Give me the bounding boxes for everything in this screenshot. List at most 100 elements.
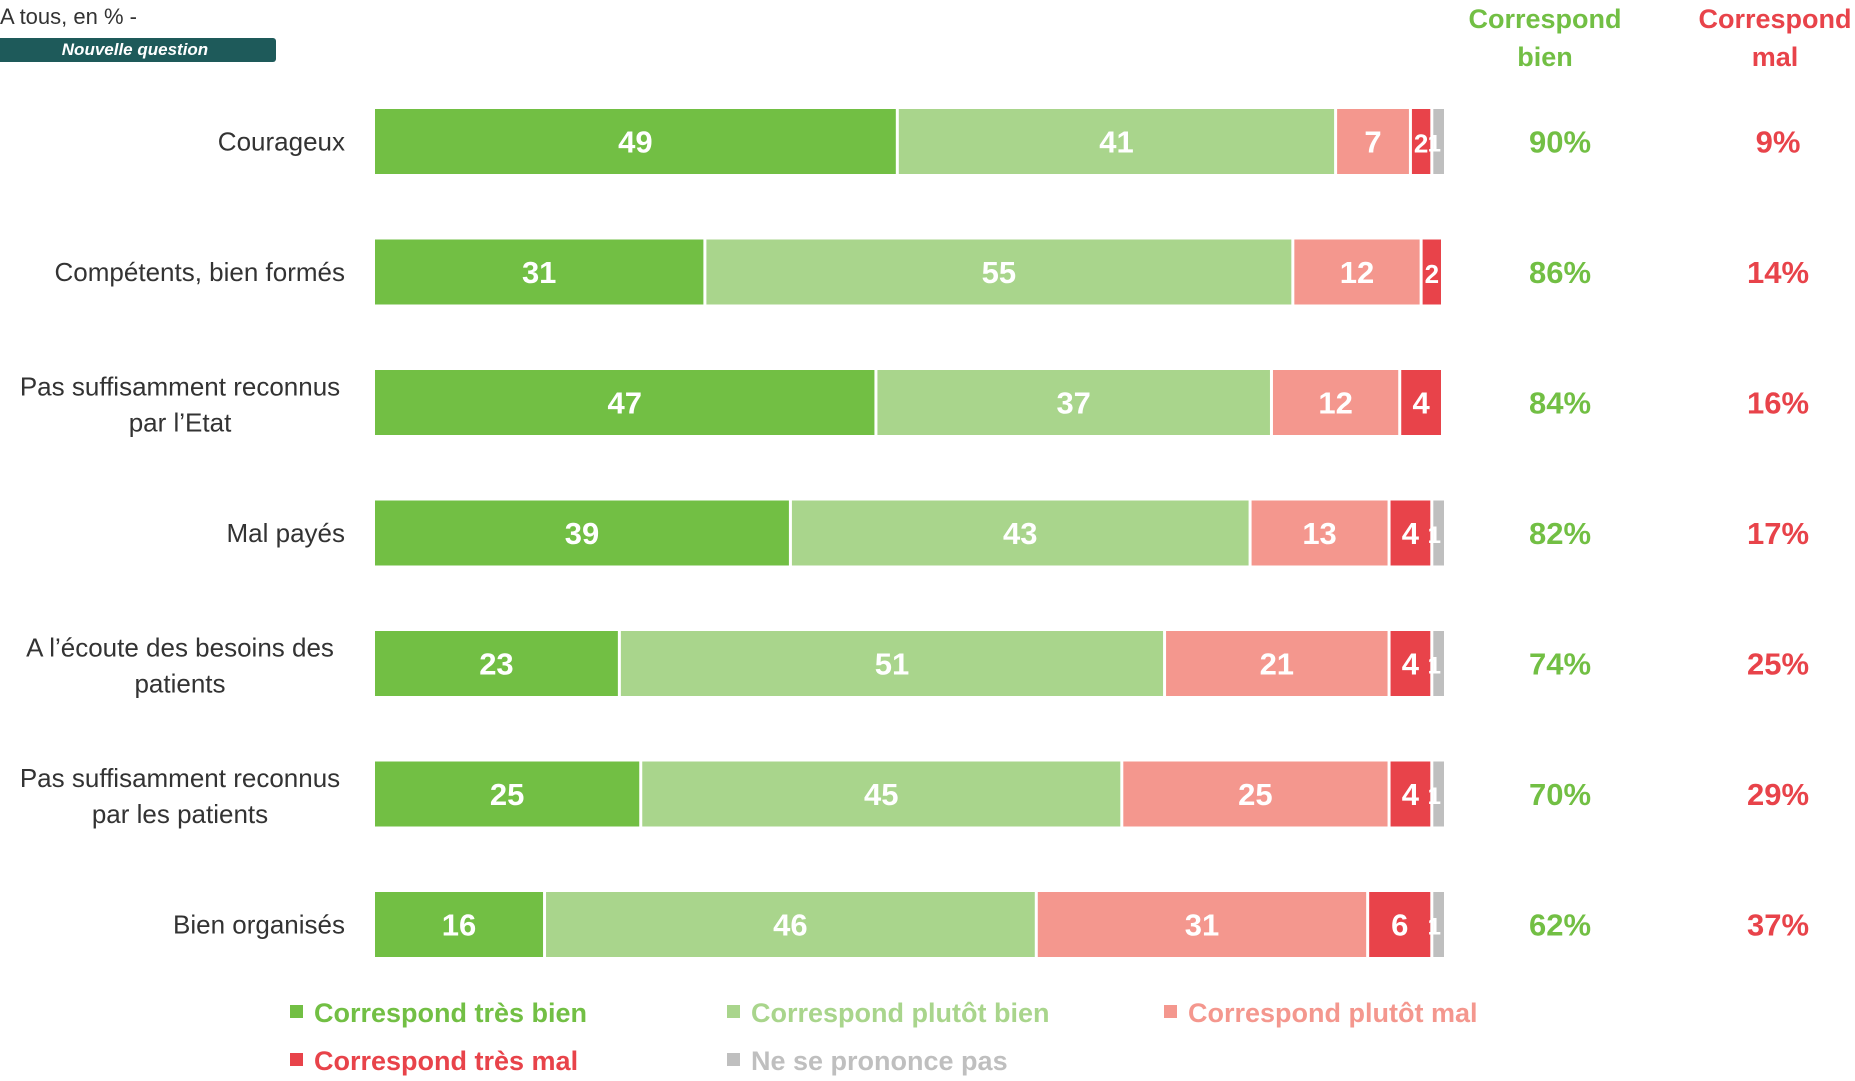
- bar-segment: [1433, 761, 1444, 827]
- bar-value-label: 1: [1428, 914, 1441, 941]
- summary-header-bien: Correspond bien: [1468, 4, 1622, 72]
- bar-segment: [1433, 109, 1444, 174]
- legend-label: Correspond très mal: [314, 1046, 578, 1076]
- category-label: Compétents, bien formés: [55, 257, 345, 287]
- bar-value-label: 4: [1402, 777, 1420, 812]
- bar-segment: [1369, 892, 1431, 957]
- legend-label: Correspond plutôt bien: [751, 998, 1049, 1028]
- bar-segment: [1433, 892, 1444, 957]
- bar-value-label: 46: [773, 908, 807, 943]
- bar-value-label: 2: [1414, 129, 1428, 159]
- bar-value-label: 25: [490, 777, 524, 812]
- bar-value-label: 1: [1428, 522, 1441, 549]
- bar-value-label: 31: [522, 255, 556, 290]
- bar-segment: [1123, 761, 1388, 827]
- bar-segment: [1390, 500, 1431, 566]
- bar-segment: [877, 370, 1270, 435]
- bar-value-label: 1: [1428, 653, 1441, 680]
- bar-value-label: 12: [1340, 255, 1374, 290]
- bar-value-label: 1: [1428, 783, 1441, 810]
- summary-bien-value: 74%: [1529, 647, 1591, 682]
- summary-bien-value: 90%: [1529, 125, 1591, 160]
- question-note: A tous, en % -: [0, 4, 137, 29]
- summary-mal-value: 29%: [1747, 777, 1809, 812]
- bar-segment: [706, 239, 1292, 305]
- bar-segment: [375, 370, 875, 435]
- summary-mal-value: 37%: [1747, 908, 1809, 943]
- bar-value-label: 4: [1402, 647, 1420, 682]
- bar-value-label: 4: [1412, 386, 1430, 421]
- bar-segment: [375, 239, 704, 305]
- bar-value-label: 4: [1402, 516, 1420, 551]
- bar-segment: [791, 500, 1249, 566]
- legend-swatch: [727, 1053, 740, 1066]
- bar-segment: [375, 631, 618, 696]
- summary-mal-value: 14%: [1747, 255, 1809, 290]
- bar-value-label: 16: [442, 908, 476, 943]
- category-label: Bien organisés: [173, 910, 345, 940]
- bar-value-label: 13: [1302, 516, 1336, 551]
- bar-value-label: 49: [618, 125, 652, 160]
- bar-value-label: 2: [1425, 259, 1439, 289]
- category-label: Mal payés: [227, 518, 346, 548]
- summary-bien-value: 86%: [1529, 255, 1591, 290]
- bar-segment: [1251, 500, 1388, 566]
- category-label: Courageux: [218, 127, 345, 157]
- summary-mal-value: 25%: [1747, 647, 1809, 682]
- bar-segment: [375, 500, 789, 566]
- bar-value-label: 25: [1238, 777, 1272, 812]
- bar-value-label: 39: [565, 516, 599, 551]
- bar-segment: [375, 109, 896, 174]
- legend-swatch: [290, 1005, 303, 1018]
- category-label: A l’écoute des besoins des patients: [26, 633, 334, 699]
- summary-mal-value: 17%: [1747, 516, 1809, 551]
- bar-segment: [1433, 500, 1444, 566]
- bar-segment: [1401, 370, 1441, 435]
- bar-segment: [375, 892, 544, 957]
- category-label: Pas suffisamment reconnus par l’Etat: [20, 372, 340, 438]
- bar-segment: [1272, 370, 1399, 435]
- bar-segment: [642, 761, 1121, 827]
- bar-value-label: 6: [1391, 908, 1408, 943]
- bar-segment: [898, 109, 1335, 174]
- bar-segment: [620, 631, 1164, 696]
- bar-segment: [1422, 239, 1441, 305]
- bar-value-label: 21: [1260, 647, 1294, 682]
- bar-value-label: 31: [1185, 908, 1219, 943]
- legend-swatch: [1164, 1005, 1177, 1018]
- bar-segment: [1166, 631, 1388, 696]
- bar-segment: [1433, 631, 1444, 696]
- bar-value-label: 23: [479, 647, 513, 682]
- bar-value-label: 41: [1099, 125, 1133, 160]
- new-question-badge: Nouvelle question: [0, 38, 276, 62]
- bar-segment: [1411, 109, 1431, 174]
- bar-value-label: 7: [1364, 125, 1381, 160]
- legend-label: Correspond très bien: [314, 998, 587, 1028]
- bar-value-label: 47: [607, 386, 641, 421]
- summary-mal-value: 16%: [1747, 386, 1809, 421]
- summary-bien-value: 62%: [1529, 908, 1591, 943]
- summary-mal-value: 9%: [1756, 125, 1801, 160]
- legend-label: Correspond plutôt mal: [1188, 998, 1478, 1028]
- bar-value-label: 55: [982, 255, 1016, 290]
- bar-value-label: 37: [1056, 386, 1090, 421]
- bar-value-label: 1: [1428, 131, 1441, 158]
- bar-segment: [1390, 761, 1431, 827]
- bar-value-label: 12: [1318, 386, 1352, 421]
- bar-segment: [1037, 892, 1367, 957]
- legend-swatch: [290, 1053, 303, 1066]
- summary-bien-value: 70%: [1529, 777, 1591, 812]
- bar-value-label: 43: [1003, 516, 1037, 551]
- summary-header-mal: Correspond mal: [1698, 4, 1852, 72]
- legend-label: Ne se prononce pas: [751, 1046, 1008, 1076]
- bar-segment: [1337, 109, 1409, 174]
- bar-value-label: 45: [864, 777, 898, 812]
- summary-bien-value: 82%: [1529, 516, 1591, 551]
- legend-swatch: [727, 1005, 740, 1018]
- bar-value-label: 51: [875, 647, 909, 682]
- bar-segment: [1390, 631, 1431, 696]
- category-label: Pas suffisamment reconnus par les patient…: [20, 763, 340, 829]
- bar-segment: [546, 892, 1035, 957]
- summary-bien-value: 84%: [1529, 386, 1591, 421]
